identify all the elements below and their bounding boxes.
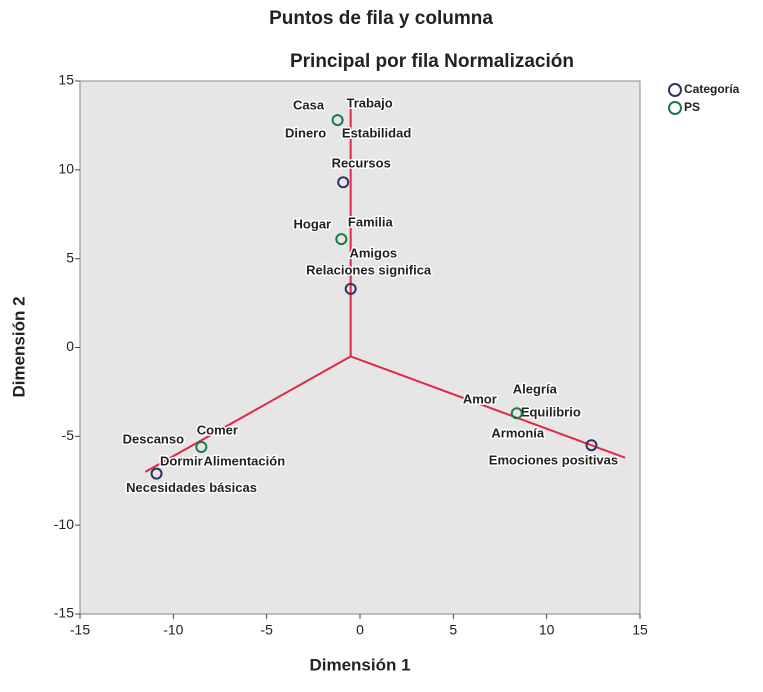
point-label: Amor <box>463 392 497 407</box>
point-label: Emociones positivas <box>489 453 618 468</box>
point-label: Hogar <box>294 217 332 232</box>
point-label: Recursos <box>332 156 391 171</box>
x-tick-label: 0 <box>356 622 364 638</box>
axis-vector <box>350 355 626 459</box>
legend-label: Categoría <box>684 82 740 96</box>
point-label: Dormir <box>160 453 203 468</box>
y-tick-label: 15 <box>58 72 74 88</box>
x-tick-label: -10 <box>163 622 183 638</box>
point-label: Equilibrio <box>521 405 581 420</box>
legend-label: PS <box>684 100 700 114</box>
point <box>331 114 344 127</box>
point-label: Descanso <box>123 431 184 446</box>
y-axis-title: Dimensión 2 <box>9 296 28 397</box>
point-label: Familia <box>348 215 394 230</box>
y-tick-label: 5 <box>66 249 74 265</box>
point-label: Alimentación <box>204 453 286 468</box>
axis-vector <box>144 355 352 473</box>
y-tick-label: 10 <box>58 161 74 177</box>
point-label: Estabilidad <box>342 126 411 141</box>
x-tick-label: 10 <box>539 622 555 638</box>
legend-marker <box>668 83 682 97</box>
point-label: Amigos <box>349 246 397 261</box>
point <box>335 233 348 246</box>
y-tick-label: -15 <box>54 605 74 621</box>
point <box>195 440 208 453</box>
x-tick-label: -15 <box>70 622 90 638</box>
x-tick-label: 15 <box>632 622 648 638</box>
point-label: Dinero <box>285 126 326 141</box>
plot-area <box>79 80 641 615</box>
point-label: Armonía <box>491 426 545 441</box>
point <box>585 439 598 452</box>
x-tick-label: 5 <box>449 622 457 638</box>
point-label: Casa <box>293 98 325 113</box>
point-label: Alegría <box>513 382 558 397</box>
point-label: Comer <box>197 422 238 437</box>
point <box>337 176 350 189</box>
point <box>150 467 163 480</box>
point <box>510 407 523 420</box>
point-label: Relaciones significa <box>306 262 432 277</box>
x-axis-title: Dimensión 1 <box>309 655 410 674</box>
chart-title: Puntos de fila y columna <box>269 8 493 29</box>
chart-subtitle: Principal por fila Normalización <box>290 51 574 72</box>
point <box>344 282 357 295</box>
legend-marker <box>668 101 682 115</box>
point-label: Necesidades básicas <box>126 480 257 495</box>
y-tick-label: 0 <box>66 338 74 354</box>
y-tick-label: -10 <box>54 516 74 532</box>
point-label: Trabajo <box>346 96 392 111</box>
y-tick-label: -5 <box>62 427 75 443</box>
x-tick-label: -5 <box>260 622 273 638</box>
